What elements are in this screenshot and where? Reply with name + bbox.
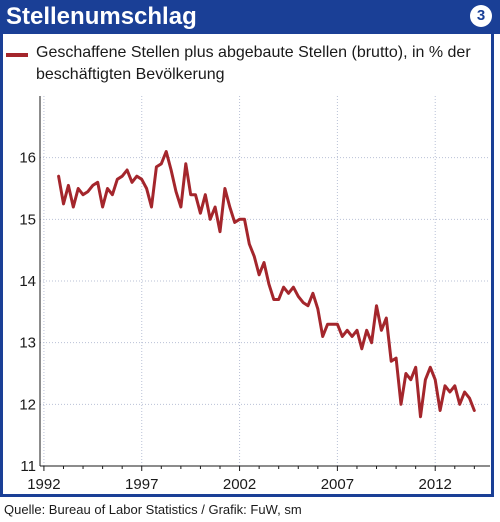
y-tick-label-14: 14 <box>19 273 36 290</box>
y-tick-label-15: 15 <box>19 211 36 228</box>
y-tick-label-12: 12 <box>19 396 36 413</box>
x-tick-label-1997: 1997 <box>125 476 158 493</box>
x-tick-label-2012: 2012 <box>419 476 452 493</box>
title-bar: Stellenumschlag 3 <box>0 0 500 34</box>
x-tick-label-2002: 2002 <box>223 476 256 493</box>
y-tick-label-16: 16 <box>19 150 36 167</box>
x-tick-label-2007: 2007 <box>321 476 354 493</box>
y-tick-label-13: 13 <box>19 335 36 352</box>
y-tick-label-11: 11 <box>20 458 36 475</box>
x-tick-label-1992: 1992 <box>27 476 60 493</box>
chart-frame <box>0 34 494 497</box>
series-line-0 <box>57 150 476 419</box>
legend-label: Geschaffene Stellen plus abgebaute Stell… <box>36 44 471 83</box>
legend-swatch <box>6 53 28 57</box>
chart-number-badge: 3 <box>470 5 492 27</box>
chart-title: Stellenumschlag <box>6 3 197 30</box>
source-note: Quelle: Bureau of Labor Statistics / Gra… <box>4 502 302 517</box>
